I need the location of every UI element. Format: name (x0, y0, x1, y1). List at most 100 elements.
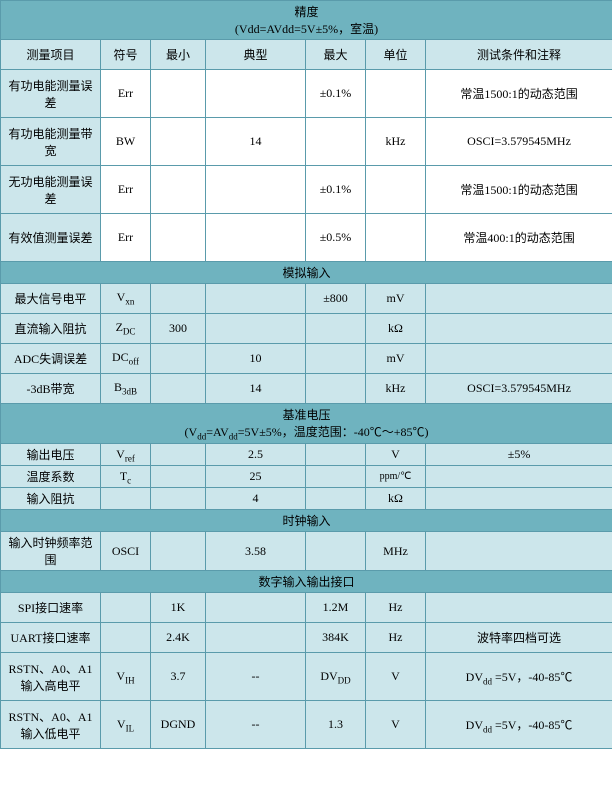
cell-max: ±0.1% (306, 166, 366, 214)
cell-unit: V (366, 653, 426, 701)
cell-max: 384K (306, 623, 366, 653)
cell-label: 输出电压 (1, 444, 101, 466)
cell-note: DVdd =5V，-40-85℃ (426, 701, 612, 749)
cell-typ: -- (206, 701, 306, 749)
cell-label: 温度系数 (1, 466, 101, 488)
section-title-line2: (Vdd=AVdd=5V±5%，温度范围：-40℃～+85℃) (185, 425, 429, 439)
cell-max: 1.3 (306, 701, 366, 749)
cell-unit: Hz (366, 623, 426, 653)
col-typ: 典型 (206, 40, 306, 70)
col-unit: 单位 (366, 40, 426, 70)
cell-label: 直流输入阻抗 (1, 314, 101, 344)
cell-typ (206, 623, 306, 653)
table-row: 输入阻抗 4 kΩ (1, 488, 612, 510)
col-note: 测试条件和注释 (426, 40, 612, 70)
cell-unit (366, 70, 426, 118)
col-min: 最小 (151, 40, 206, 70)
cell-label: -3dB带宽 (1, 374, 101, 404)
table-row: ADC失调误差 DCoff 10 mV (1, 344, 612, 374)
section-digital-title: 数字输入输出接口 (1, 571, 612, 593)
section-title-line2: (Vdd=AVdd=5V±5%，室温) (235, 22, 378, 36)
cell-unit: kΩ (366, 314, 426, 344)
cell-max (306, 374, 366, 404)
cell-typ (206, 593, 306, 623)
cell-typ (206, 214, 306, 262)
table-row: UART接口速率 2.4K 384K Hz 波特率四档可选 (1, 623, 612, 653)
cell-typ: 10 (206, 344, 306, 374)
cell-sym: DCoff (101, 344, 151, 374)
cell-min (151, 118, 206, 166)
cell-min: 2.4K (151, 623, 206, 653)
table-row: 有功电能测量误差 Err ±0.1% 常温1500:1的动态范围 (1, 70, 612, 118)
table-row: 输出电压 Vref 2.5 V ±5% (1, 444, 612, 466)
cell-min (151, 166, 206, 214)
table-row: RSTN、A0、A1 输入高电平 VIH 3.7 -- DVDD V DVdd … (1, 653, 612, 701)
cell-note: 常温400:1的动态范围 (426, 214, 612, 262)
cell-sym: Err (101, 70, 151, 118)
table-row: 直流输入阻抗 ZDC 300 kΩ (1, 314, 612, 344)
cell-note: 常温1500:1的动态范围 (426, 166, 612, 214)
cell-min: 1K (151, 593, 206, 623)
cell-label: 最大信号电平 (1, 284, 101, 314)
cell-note (426, 344, 612, 374)
spec-table: 精度 (Vdd=AVdd=5V±5%，室温) 测量项目 符号 最小 典型 最大 … (0, 0, 612, 749)
cell-min (151, 70, 206, 118)
cell-max: 1.2M (306, 593, 366, 623)
cell-unit: kΩ (366, 488, 426, 510)
col-item: 测量项目 (1, 40, 101, 70)
cell-sym: Tc (101, 466, 151, 488)
cell-label: 有功电能测量带宽 (1, 118, 101, 166)
section-title-line1: 基准电压 (283, 408, 331, 422)
cell-unit (366, 214, 426, 262)
cell-note (426, 488, 612, 510)
cell-typ (206, 284, 306, 314)
cell-min (151, 466, 206, 488)
cell-label: RSTN、A0、A1 输入高电平 (1, 653, 101, 701)
table-row: 最大信号电平 Vxn ±800 mV (1, 284, 612, 314)
section-clock-title: 时钟输入 (1, 510, 612, 532)
table-row: 有效值测量误差 Err ±0.5% 常温400:1的动态范围 (1, 214, 612, 262)
cell-max: DVDD (306, 653, 366, 701)
cell-typ: -- (206, 653, 306, 701)
cell-min (151, 532, 206, 571)
cell-max (306, 444, 366, 466)
section-vref-title: 基准电压 (Vdd=AVdd=5V±5%，温度范围：-40℃～+85℃) (1, 404, 612, 444)
cell-sym: VIH (101, 653, 151, 701)
section-title-line1: 精度 (295, 5, 319, 19)
table-row: RSTN、A0、A1输入低电平 VIL DGND -- 1.3 V DVdd =… (1, 701, 612, 749)
cell-unit: V (366, 701, 426, 749)
cell-sym: Err (101, 214, 151, 262)
cell-min: 3.7 (151, 653, 206, 701)
cell-unit: MHz (366, 532, 426, 571)
cell-note: 常温1500:1的动态范围 (426, 70, 612, 118)
cell-unit: kHz (366, 118, 426, 166)
cell-sym: ZDC (101, 314, 151, 344)
cell-typ (206, 166, 306, 214)
section-analog-title: 模拟输入 (1, 262, 612, 284)
cell-label: UART接口速率 (1, 623, 101, 653)
cell-label: ADC失调误差 (1, 344, 101, 374)
cell-sym: Vref (101, 444, 151, 466)
cell-note (426, 466, 612, 488)
cell-sym: VIL (101, 701, 151, 749)
cell-sym: Vxn (101, 284, 151, 314)
col-max: 最大 (306, 40, 366, 70)
cell-note: OSCI=3.579545MHz (426, 118, 612, 166)
cell-unit: V (366, 444, 426, 466)
cell-note: OSCI=3.579545MHz (426, 374, 612, 404)
cell-note (426, 593, 612, 623)
cell-note (426, 314, 612, 344)
cell-max: ±0.1% (306, 70, 366, 118)
cell-label: RSTN、A0、A1输入低电平 (1, 701, 101, 749)
cell-max (306, 532, 366, 571)
cell-note: ±5% (426, 444, 612, 466)
cell-min (151, 284, 206, 314)
cell-typ: 3.58 (206, 532, 306, 571)
cell-label: 输入时钟频率范围 (1, 532, 101, 571)
cell-min (151, 488, 206, 510)
cell-max (306, 466, 366, 488)
cell-unit: mV (366, 284, 426, 314)
cell-min: DGND (151, 701, 206, 749)
cell-unit (366, 166, 426, 214)
cell-sym (101, 623, 151, 653)
